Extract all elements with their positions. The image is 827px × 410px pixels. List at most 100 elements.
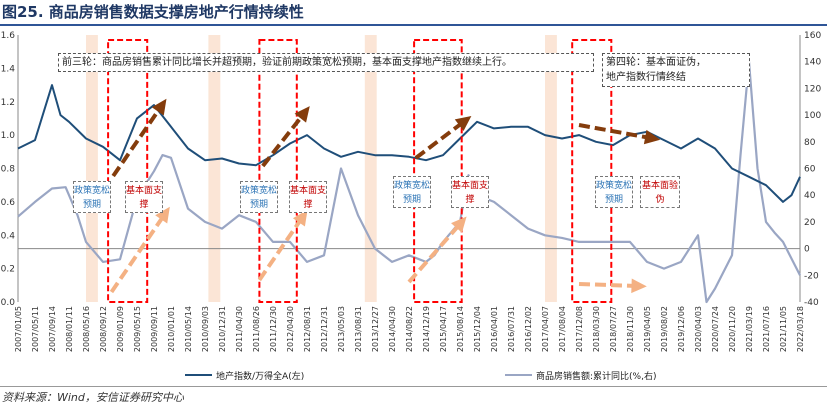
arrow-peach (257, 216, 304, 282)
x-tick-label: 2007/01/05 (14, 306, 23, 352)
shaded-band (545, 35, 557, 302)
x-tick-label: 2021/03/19 (745, 306, 754, 352)
arrow-brown-head (151, 98, 167, 116)
x-tick-label: 2021/07/16 (762, 306, 771, 352)
legend: 地产指数/万得全A(左) 商品房销售额:累计同比(%,右) (185, 370, 656, 382)
y-right-tick-label: 60 (804, 165, 816, 175)
x-axis-ticks: 2007/01/05 2007/05/11 2007/09/14 2008/01/11… (14, 306, 805, 352)
arrow-brown (414, 120, 465, 160)
highlight-box (571, 39, 613, 303)
arrow-brown (111, 105, 163, 178)
annotation-round3: 前三轮：商品房销售累计同比增长并超预期，验证前期政策宽松预期，基本面支撑地产指数… (58, 53, 594, 72)
x-tick-label: 2009/01/09 (116, 306, 125, 352)
x-tick-label: 2009/09/11 (150, 306, 159, 352)
y-left-tick-label: 1.0 (1, 131, 16, 141)
highlight-box (413, 39, 463, 303)
x-tick-label: 2018/11/30 (626, 306, 635, 352)
x-tick-label: 2020/11/20 (728, 306, 737, 352)
legend-label-sales: 商品房销售额:累计同比(%,右) (536, 370, 656, 382)
x-tick-label: 2010/09/03 (201, 306, 210, 352)
highlight-boxes (107, 39, 613, 303)
x-tick-label: 2011/08/26 (252, 306, 261, 352)
legend-label-index: 地产指数/万得全A(左) (216, 370, 304, 382)
annotation-tag: 基本面支撑 (451, 176, 489, 208)
annotation-round4-line1: 第四轮：基本面证伪， (606, 57, 706, 68)
x-tick-label: 2015/08/14 (456, 306, 465, 352)
arrow-brown-head (454, 115, 472, 131)
x-tick-label: 2019/04/05 (643, 306, 652, 352)
x-tick-label: 2022/03/18 (796, 306, 805, 352)
x-tick-label: 2008/01/11 (65, 306, 74, 352)
annotation-round4: 第四轮：基本面证伪， 地产指数行情终结 (602, 53, 750, 87)
annotation-tag: 基本面验伪 (640, 176, 680, 208)
x-tick-label: 2014/08/22 (405, 306, 414, 352)
axes (17, 35, 801, 302)
left-y-axis: 0.0 0.2 0.4 0.6 0.8 1.0 1.2 1.4 1.6 (1, 31, 16, 308)
arrow-peach-head (451, 216, 467, 233)
x-tick-label: 2008/05/16 (82, 306, 91, 352)
y-right-tick-label: 120 (804, 84, 821, 94)
x-tick-label: 2011/12/30 (269, 306, 278, 352)
trend-arrows (109, 98, 661, 294)
annotation-tag: 基本面支撑 (289, 181, 327, 213)
annotation-tag: 政策宽松预期 (240, 181, 278, 213)
y-right-tick-label: 40 (804, 191, 816, 201)
source-rule (0, 386, 827, 387)
x-tick-label: 2010/01/01 (167, 306, 176, 352)
right-y-axis: -40 -20 0 20 40 60 80 100 120 140 160 (804, 31, 821, 308)
shaded-band (208, 35, 221, 302)
x-tick-label: 2012/08/31 (303, 306, 312, 352)
highlight-box (107, 39, 149, 303)
y-left-tick-label: 1.4 (1, 64, 16, 74)
x-tick-label: 2009/05/15 (133, 306, 142, 352)
y-right-tick-label: -20 (804, 271, 819, 281)
shaded-bands (86, 35, 557, 302)
x-tick-label: 2010/05/14 (184, 306, 193, 352)
x-tick-label: 2012/12/31 (320, 306, 329, 352)
arrow-peach (109, 213, 166, 294)
x-tick-label: 2013/05/03 (337, 306, 346, 352)
x-tick-label: 2015/12/04 (473, 306, 482, 352)
x-tick-label: 2007/05/11 (31, 306, 40, 352)
x-tick-label: 2012/04/30 (286, 306, 295, 352)
highlight-box (258, 39, 298, 303)
y-right-tick-label: 80 (804, 138, 816, 148)
annotation-tag: 政策宽松预期 (393, 176, 431, 208)
annotation-tag: 基本面支撑 (125, 181, 163, 213)
arrow-peach-head (631, 278, 647, 294)
x-tick-label: 2013/12/27 (371, 306, 380, 352)
y-right-tick-label: 20 (804, 218, 816, 228)
title-rule (0, 24, 827, 26)
y-right-tick-label: 140 (804, 58, 821, 68)
y-right-tick-label: 0 (804, 245, 810, 255)
x-tick-label: 2014/04/30 (388, 306, 397, 352)
y-right-tick-label: 100 (804, 111, 821, 121)
annotation-round4-line2: 地产指数行情终结 (606, 72, 686, 83)
y-left-tick-label: 1.2 (1, 98, 15, 108)
x-tick-label: 2016/04/01 (490, 306, 499, 352)
annotation-tag: 政策宽松预期 (595, 176, 633, 208)
x-tick-label: 2017/12/08 (575, 306, 584, 352)
arrow-brown (261, 112, 306, 168)
x-tick-label: 2018/07/27 (609, 306, 618, 352)
x-tick-label: 2010/12/31 (218, 306, 227, 352)
arrow-peach (578, 282, 637, 288)
y-left-tick-label: 0.8 (1, 165, 16, 175)
shaded-band (86, 35, 98, 302)
x-tick-label: 2016/07/31 (507, 306, 516, 352)
x-tick-label: 2011/04/30 (235, 306, 244, 352)
arrow-brown-head (294, 106, 310, 123)
x-tick-label: 2008/09/12 (99, 306, 108, 352)
source-note: 资料来源：Wind，安信证券研究中心 (2, 391, 184, 404)
x-tick-label: 2014/12/19 (422, 306, 431, 352)
x-tick-label: 2020/04/03 (694, 306, 703, 352)
y-right-tick-label: 160 (804, 31, 821, 41)
arrow-brown (578, 123, 651, 140)
y-left-tick-label: 0.6 (1, 198, 16, 208)
x-tick-label: 2020/07/24 (711, 306, 720, 352)
x-tick-label: 2007/09/14 (48, 306, 57, 352)
x-tick-label: 2019/12/06 (677, 306, 686, 352)
shaded-band (364, 35, 377, 302)
x-tick-label: 2018/03/30 (592, 306, 601, 352)
